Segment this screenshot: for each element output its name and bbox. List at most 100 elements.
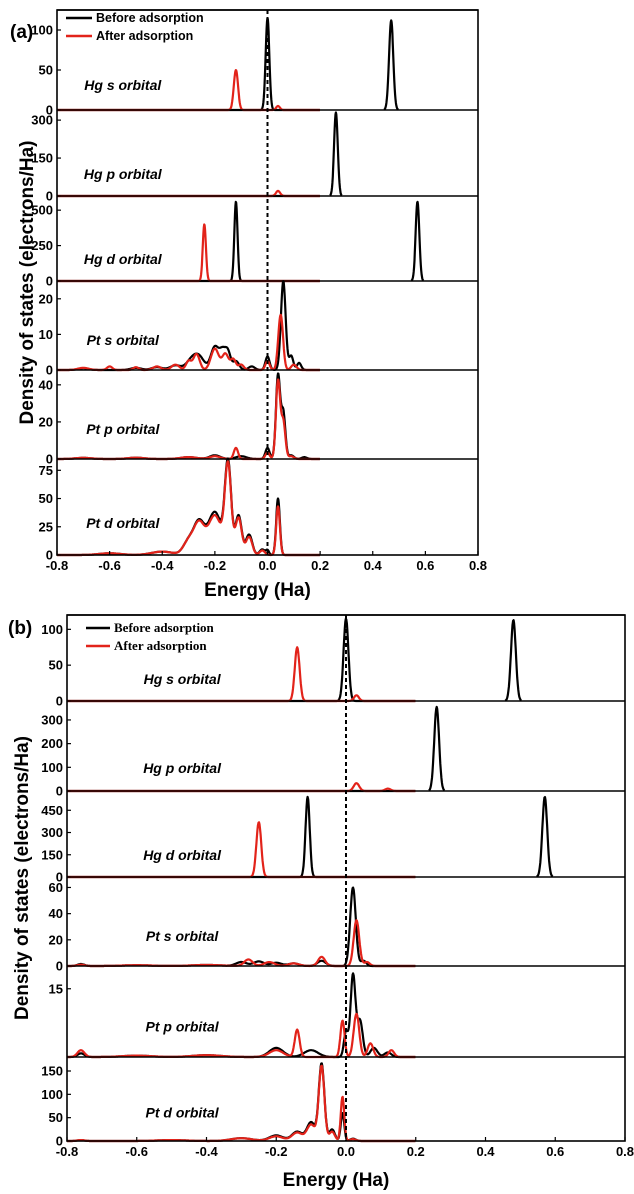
y-tick-label: 0 [56,870,63,885]
y-tick-label: 100 [41,760,63,775]
y-tick-label: 450 [41,803,63,818]
y-tick-label: 300 [41,825,63,840]
orbital-label: Hg s orbital [84,77,162,93]
y-tick-label: 0 [56,694,63,709]
series-line-before [66,705,446,793]
y-tick-label: 20 [39,414,53,429]
orbital-label: Pt d orbital [86,515,160,531]
series-line-after [66,1064,416,1143]
series-line-after [66,646,416,703]
series-line-before [66,1062,416,1143]
x-tick-label: 0.8 [469,558,487,573]
y-tick-label: 0 [56,959,63,974]
x-tick-label: -0.2 [265,1144,287,1159]
y-tick-label: 300 [31,113,53,128]
orbital-label: Hg p orbital [84,166,163,182]
subplot-pt-s-orbital: 0 20 40 60 Pt s orbital [49,876,625,974]
series-line-before [66,886,416,968]
series-line-before [56,280,321,372]
legend: Before adsorption After adsorption [66,11,204,43]
y-tick-label: 500 [31,203,53,218]
y-tick-label: 0 [46,452,53,467]
x-tick-label: 0.2 [311,558,329,573]
x-tick-label: -0.6 [98,558,120,573]
x-tick-label: 0.0 [337,1144,355,1159]
orbital-label: Pt s orbital [87,332,160,348]
y-tick-label: 150 [31,151,53,166]
series-line-after [66,821,416,879]
legend-entry: Before adsorption [96,11,204,25]
series-line-before [66,972,416,1059]
series-line-before [56,372,321,461]
y-tick-label: 200 [41,736,63,751]
x-tick-label: 0.8 [616,1144,634,1159]
y-axis-label: Density of states (electrons/Ha) [17,140,38,424]
y-tick-label: 300 [41,712,63,727]
y-axis-label: Density of states (electrons/Ha) [12,736,33,1020]
orbital-label: Hg p orbital [143,760,222,776]
orbital-label: Hg d orbital [143,847,222,863]
y-tick-label: 100 [41,622,63,637]
y-tick-label: 0 [46,363,53,378]
subplot-hg-s-orbital: 0 50 100 Hg s orbital [31,9,478,118]
subplot-pt-d-orbital: 0 25 50 75 Pt d orbital [39,457,478,563]
orbital-label: Hg d orbital [84,251,163,267]
y-tick-label: 0 [46,189,53,204]
x-tick-label: 0.2 [407,1144,425,1159]
legend-entry: Before adsorption [114,620,215,635]
x-axis-label: Energy (Ha) [204,580,311,601]
x-tick-label: -0.8 [46,558,68,573]
orbital-label: Pt p orbital [146,1019,220,1035]
x-tick-label: 0.4 [476,1144,495,1159]
x-tick-label: -0.4 [195,1144,218,1159]
y-tick-label: 60 [49,880,63,895]
x-tick-label: -0.4 [151,558,174,573]
y-tick-label: 250 [31,238,53,253]
y-tick-label: 75 [39,463,53,478]
y-tick-label: 40 [39,377,53,392]
subplot-hg-d-orbital: 0 250 500 Hg d orbital [31,195,478,289]
x-axis-label: Energy (Ha) [283,1170,390,1191]
subplot-hg-d-orbital: 0 150 300 450 Hg d orbital [41,790,625,885]
y-tick-label: 0 [46,274,53,289]
subplot-pt-p-orbital: 15 Pt p orbital [49,965,625,1059]
x-tick-label: 0.6 [416,558,434,573]
y-tick-label: 10 [39,327,53,342]
y-tick-label: 50 [49,658,63,673]
y-tick-label: 0 [56,1134,63,1149]
x-tick-label: 0.0 [258,558,276,573]
y-tick-label: 20 [49,932,63,947]
panel-label: (a) [10,22,33,43]
x-tick-label: 0.4 [364,558,383,573]
x-tick-label: -0.6 [126,1144,148,1159]
subplot-hg-p-orbital: 0 150 300 Hg p orbital [31,109,478,204]
legend-entry: After adsorption [96,29,193,43]
y-tick-label: 50 [39,491,53,506]
legend-entry: After adsorption [114,638,207,653]
series-line-before [56,200,425,283]
y-tick-label: 100 [31,23,53,38]
y-tick-label: 40 [49,906,63,921]
orbital-label: Pt s orbital [146,928,219,944]
series-line-after [56,460,321,557]
subplot-hg-p-orbital: 0 100 200 300 Hg p orbital [41,700,625,799]
x-tick-label: -0.2 [204,558,226,573]
series-line-before [66,795,554,879]
x-tick-label: -0.8 [56,1144,78,1159]
y-tick-label: 25 [39,519,53,534]
y-tick-label: 15 [49,981,63,996]
y-tick-label: 150 [41,1064,63,1079]
legend: Before adsorption After adsorption [86,620,215,653]
y-tick-label: 0 [46,103,53,118]
y-tick-label: 150 [41,847,63,862]
subplot-pt-p-orbital: 0 20 40 Pt p orbital [39,369,478,467]
series-line-after [66,782,416,793]
x-tick-label: 0.6 [546,1144,564,1159]
y-tick-label: 50 [39,63,53,78]
y-tick-label: 20 [39,291,53,306]
series-line-before [56,111,343,198]
y-tick-label: 0 [46,548,53,563]
